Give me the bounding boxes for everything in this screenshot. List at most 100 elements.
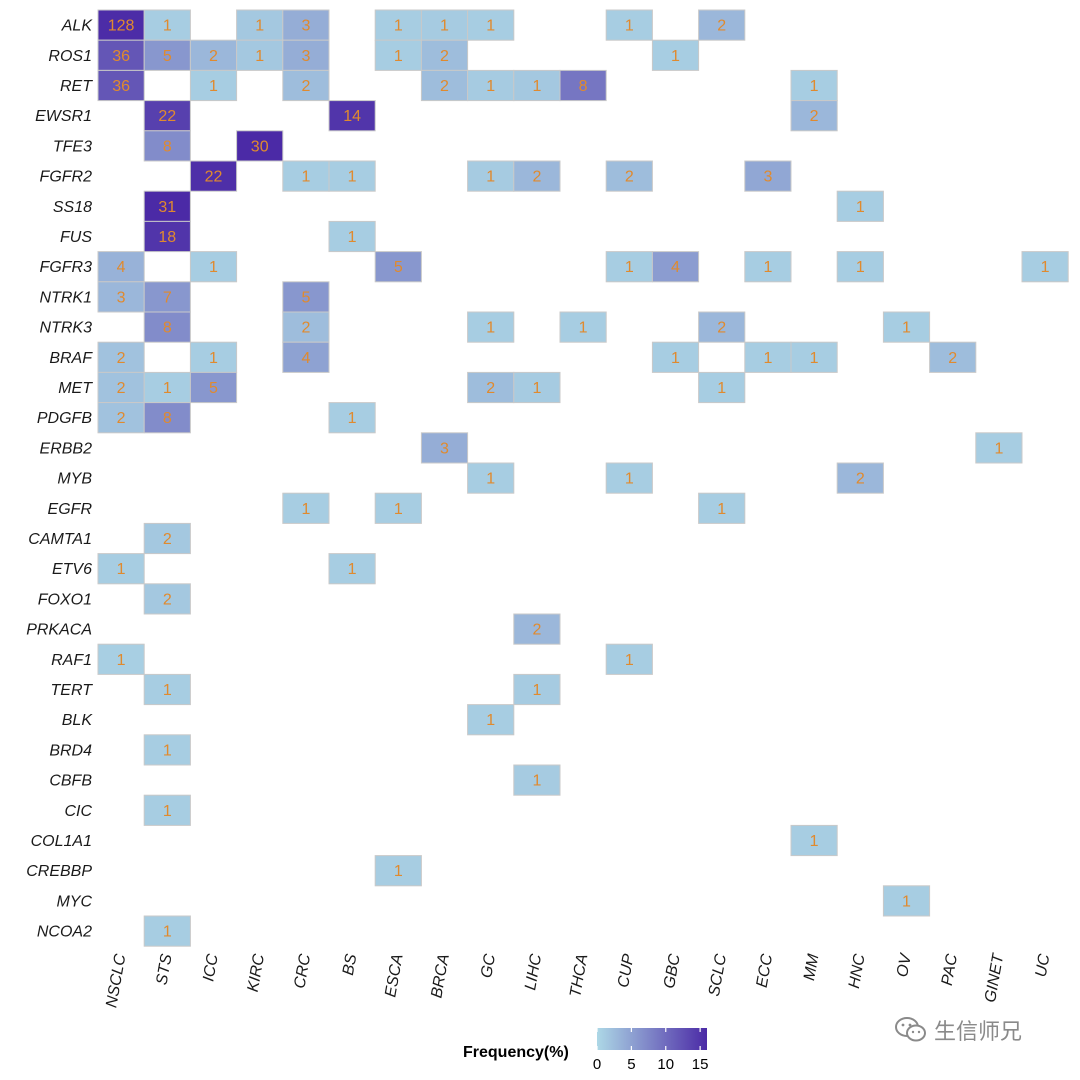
row-label-brd4: BRD4 <box>49 742 92 759</box>
cell-value-label: 1 <box>671 48 680 65</box>
column-label-nsclc: NSCLC <box>103 952 129 1009</box>
heatmap-cell-fgfr3-uc <box>1021 251 1069 283</box>
heatmap-cell-met-lihc <box>513 371 561 404</box>
heatmap-cell-tert-sts <box>143 673 191 706</box>
row-label-crebbp: CREBBP <box>26 863 92 880</box>
heatmap-cell-pdgfb-nsclc <box>97 402 145 434</box>
heatmap-cell-braf-mm <box>790 341 838 373</box>
cell-value-label: 1 <box>902 320 911 337</box>
heatmap-cell-alk-gc <box>467 9 515 41</box>
cell-value-label: 1 <box>486 78 495 95</box>
cell-value-label: 8 <box>163 138 172 155</box>
heatmap-cell-egfr-crc <box>282 492 330 524</box>
row-label-fgfr3: FGFR3 <box>40 259 93 276</box>
heatmap-cell-cbfb-lihc <box>513 764 561 796</box>
column-label-sclc: SCLC <box>706 952 730 997</box>
heatmap-cell-ntrk3-thca <box>559 311 607 343</box>
cell-value-label: 1 <box>486 471 495 488</box>
cell-value-label: 4 <box>301 350 310 367</box>
cell-value-label: 3 <box>440 440 449 457</box>
cell-value-label: 1 <box>717 501 726 518</box>
cell-value-label: 2 <box>717 320 726 337</box>
row-label-blk: BLK <box>62 712 94 729</box>
heatmap-cell-pdgfb-sts <box>143 402 191 434</box>
heatmap-cell-fgfr3-gbc <box>651 251 700 283</box>
watermark-text: 生信师兄 <box>934 1019 1023 1044</box>
cell-value-label: 8 <box>163 410 172 427</box>
heatmap-cell-ntrk3-gc <box>467 311 515 343</box>
cell-value-label: 1 <box>717 380 726 397</box>
heatmap-cell-ret-crc <box>282 69 330 102</box>
column-label-gc: GC <box>478 952 499 979</box>
cell-value-label: 1 <box>348 410 357 427</box>
cell-value-label: 3 <box>763 169 772 186</box>
row-label-etv6: ETV6 <box>52 561 92 578</box>
column-label-pac: PAC <box>939 952 961 987</box>
cell-value-label: 36 <box>112 78 130 95</box>
heatmap-cell-alk-nsclc <box>97 9 145 41</box>
cell-value-label: 1 <box>810 78 819 95</box>
cell-value-label: 1 <box>163 803 172 820</box>
heatmap-cell-fgfr2-bs <box>328 160 376 192</box>
column-label-uc: UC <box>1033 952 1054 978</box>
cell-value-label: 1 <box>994 440 1003 457</box>
heatmap-cell-ret-icc <box>189 69 238 102</box>
cell-value-label: 1 <box>209 78 218 95</box>
heatmap-cell-tfe3-sts <box>143 130 191 162</box>
column-label-icc: ICC <box>200 952 222 983</box>
heatmap-cell-myb-hnc <box>836 462 884 494</box>
heatmap-cell-alk-sts <box>143 9 191 41</box>
heatmap-cell-met-gc <box>467 371 515 404</box>
cell-value-label: 1 <box>810 350 819 367</box>
heatmap-cell-fgfr2-lihc <box>513 160 561 192</box>
legend-tick-label: 10 <box>657 1056 674 1073</box>
heatmap-cell-fgfr3-nsclc <box>97 251 145 283</box>
cell-value-label: 14 <box>343 108 361 125</box>
color-legend: Frequency(%) 0 5 10 15 <box>463 1028 708 1073</box>
heatmap-cell-ntrk1-crc <box>282 281 330 313</box>
heatmap-cell-ros1-nsclc <box>97 39 145 71</box>
heatmap-cell-egfr-esca <box>374 492 422 524</box>
cell-value-label: 5 <box>394 259 403 276</box>
row-label-pdgfb: PDGFB <box>37 410 92 427</box>
heatmap-cell-ret-thca <box>559 69 607 102</box>
cell-value-label: 2 <box>301 320 310 337</box>
heatmap-cell-erbb2-brca <box>420 432 469 464</box>
cell-value-label: 1 <box>856 259 865 276</box>
legend-tick-label: 15 <box>692 1056 709 1073</box>
cell-value-label: 1 <box>625 18 634 35</box>
cell-value-label: 8 <box>579 78 588 95</box>
column-label-ginet: GINET <box>982 952 1007 1004</box>
cell-value-label: 1 <box>440 18 449 35</box>
cell-value-label: 1 <box>763 259 772 276</box>
row-label-foxo1: FOXO1 <box>38 591 92 608</box>
cell-value-label: 1 <box>486 320 495 337</box>
cell-value-label: 1 <box>394 48 403 65</box>
row-label-ret: RET <box>60 78 93 95</box>
cell-value-label: 2 <box>440 78 449 95</box>
heatmap-cell-fus-sts <box>143 220 191 253</box>
column-label-cup: CUP <box>615 952 638 989</box>
cell-value-label: 1 <box>856 199 865 216</box>
cell-value-label: 2 <box>209 48 218 65</box>
heatmap-cell-ros1-crc <box>282 39 330 71</box>
cell-value-label: 5 <box>209 380 218 397</box>
cell-value-label: 1 <box>255 18 264 35</box>
heatmap-cell-alk-cup <box>605 9 653 41</box>
cell-value-label: 2 <box>301 78 310 95</box>
heatmap-cell-ewsr1-mm <box>790 100 838 132</box>
heatmap-cell-ret-nsclc <box>97 69 145 102</box>
row-label-raf1: RAF1 <box>51 652 92 669</box>
cell-value-label: 1 <box>671 350 680 367</box>
cell-value-label: 1 <box>486 169 495 186</box>
cell-value-label: 2 <box>625 169 634 186</box>
wechat-icon <box>895 1017 926 1042</box>
heatmap-cell-fgfr2-icc <box>189 160 238 192</box>
cell-value-label: 1 <box>625 471 634 488</box>
cell-value-label: 2 <box>117 380 126 397</box>
heatmap-cell-ros1-gbc <box>651 39 700 71</box>
row-label-myb: MYB <box>57 471 92 488</box>
cell-value-label: 2 <box>948 350 957 367</box>
